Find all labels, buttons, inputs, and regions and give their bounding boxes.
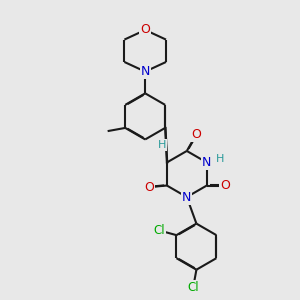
Text: O: O <box>220 179 230 192</box>
Text: O: O <box>144 181 154 194</box>
Text: H: H <box>216 154 224 164</box>
Text: H: H <box>158 140 166 150</box>
Text: Cl: Cl <box>188 281 199 294</box>
Text: Cl: Cl <box>153 224 165 237</box>
Text: O: O <box>191 128 201 141</box>
Text: N: N <box>202 156 212 169</box>
Text: N: N <box>140 65 150 78</box>
Text: O: O <box>140 23 150 37</box>
Text: N: N <box>182 190 191 203</box>
